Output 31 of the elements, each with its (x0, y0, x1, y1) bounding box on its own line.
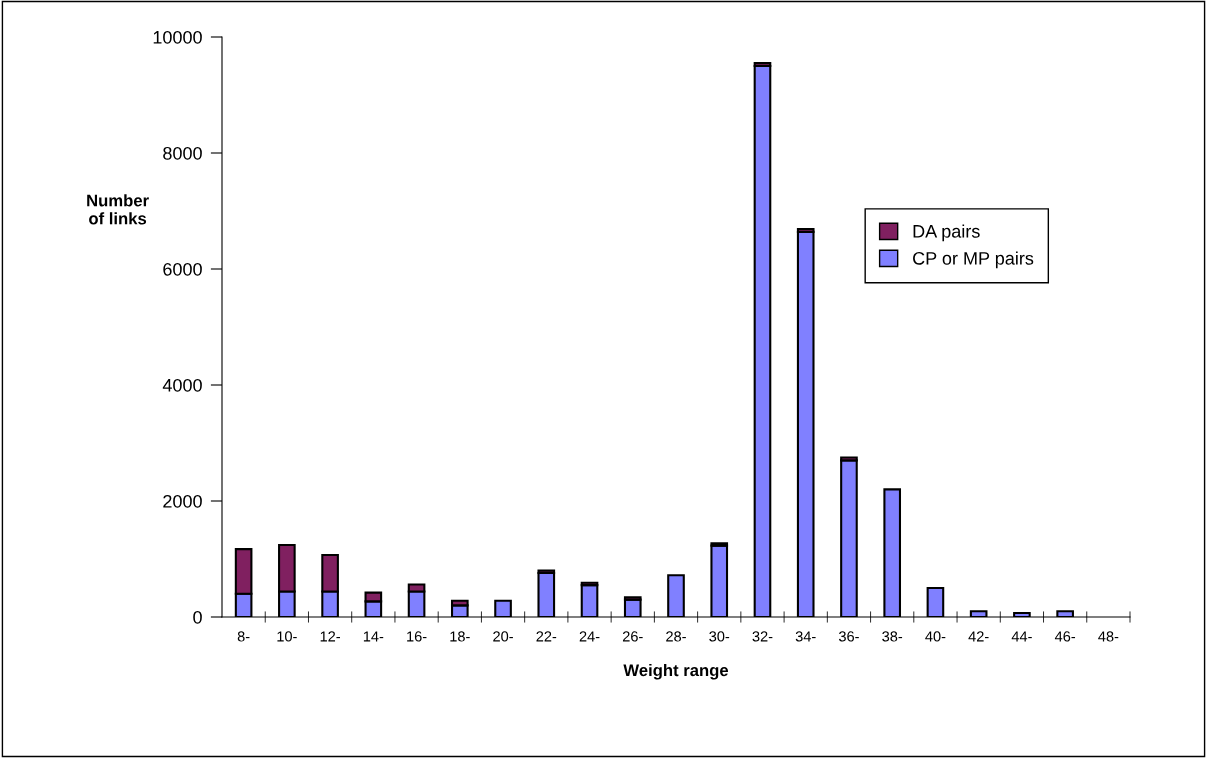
y-tick-label: 10000 (153, 30, 202, 44)
y-tick-label: 8000 (163, 146, 202, 160)
x-tick-label: 48- (1098, 631, 1119, 642)
y-axis-title: Number of links (87, 194, 149, 225)
x-tick-label: 22- (536, 631, 557, 642)
x-tick-label: 14- (363, 631, 384, 642)
x-tick-label: 8- (237, 631, 250, 642)
x-tick-label: 36- (838, 631, 859, 642)
legend-label: CP or MP pairs (913, 251, 1034, 269)
x-tick-label: 34- (795, 631, 816, 642)
x-tick-label: 42- (968, 631, 989, 642)
x-tick-label: 10- (277, 631, 297, 642)
legend-label: DA pairs (913, 224, 980, 242)
x-tick-label: 38- (882, 631, 903, 642)
x-tick-label: 16- (407, 631, 427, 642)
x-axis-title: Weight range (623, 663, 729, 680)
x-tick-label: 46- (1054, 631, 1076, 642)
x-tick-label: 44- (1011, 631, 1032, 642)
x-tick-label: 20- (493, 631, 513, 642)
y-tick-label: 6000 (163, 262, 202, 276)
x-tick-label: 12- (320, 631, 340, 642)
x-tick-label: 28- (666, 631, 686, 642)
y-tick-label: 0 (193, 610, 202, 624)
y-tick-label: 4000 (162, 378, 202, 392)
x-tick-label: 40- (925, 631, 946, 642)
x-tick-label: 26- (622, 631, 643, 642)
y-tick-label: 2000 (163, 494, 202, 508)
x-tick-label: 32- (752, 631, 773, 642)
x-tick-label: 24- (579, 631, 600, 642)
x-tick-label: 30- (709, 631, 730, 642)
x-tick-label: 18- (450, 631, 470, 642)
